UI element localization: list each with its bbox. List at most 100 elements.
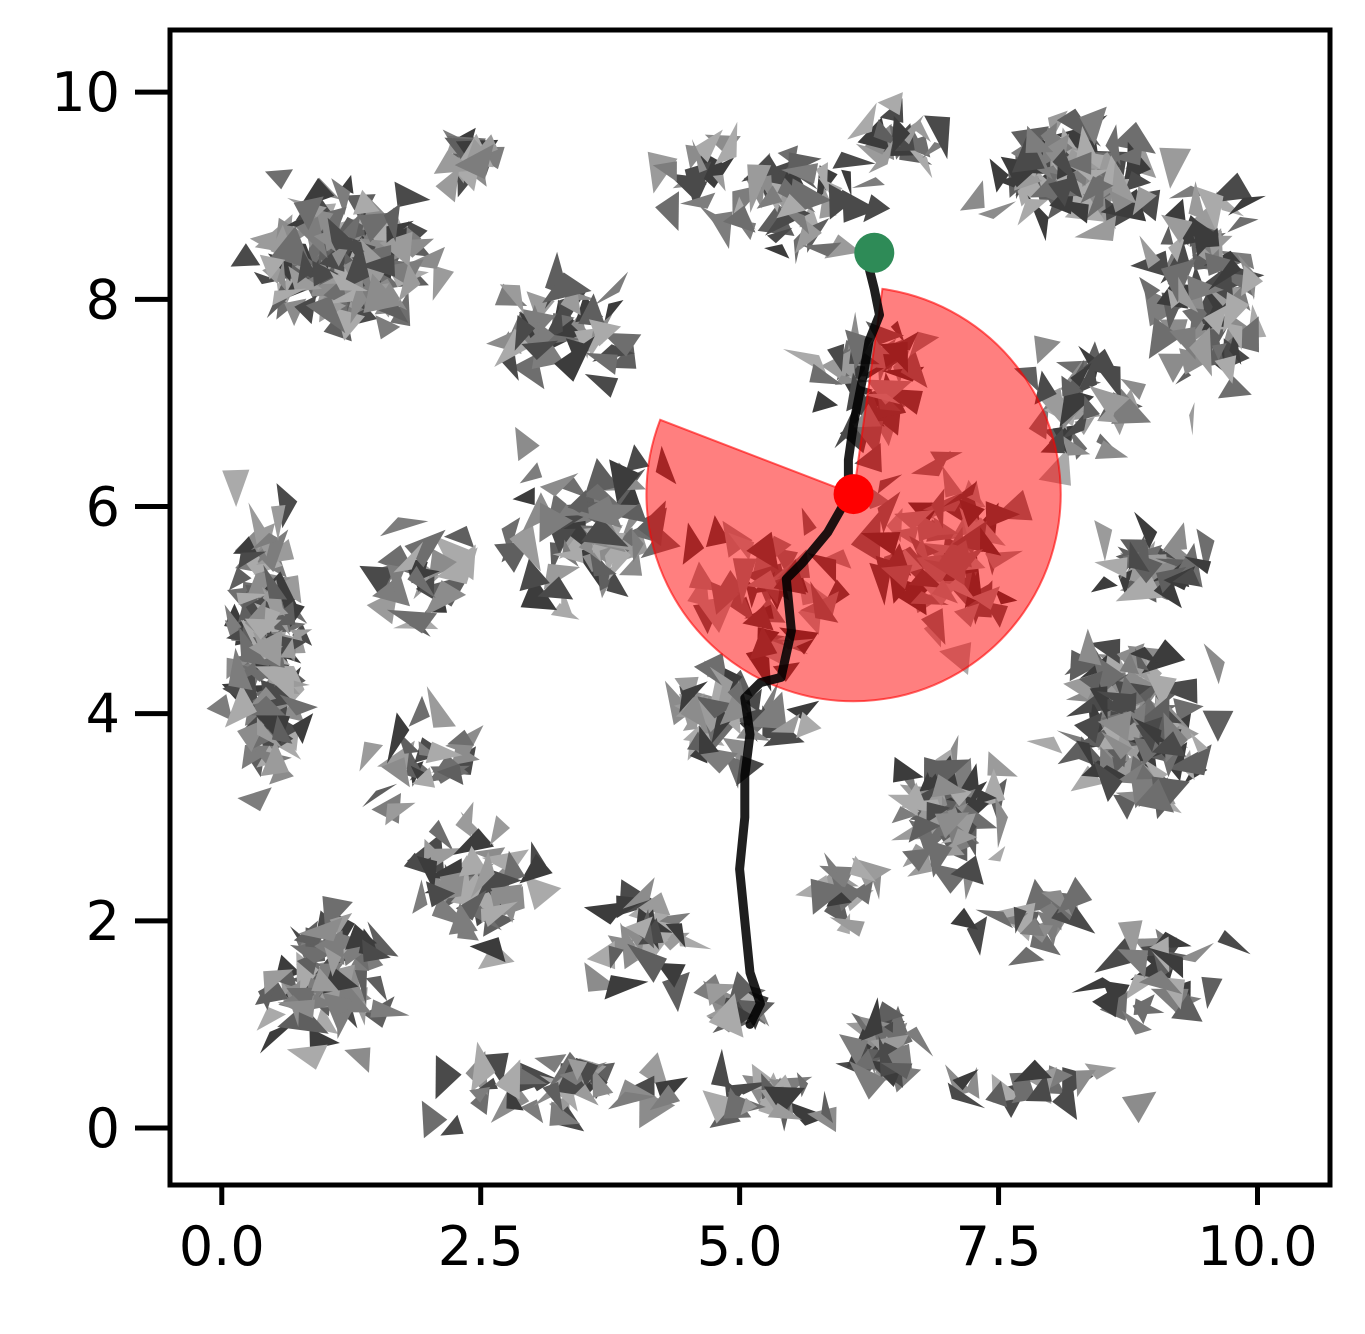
obstacle-triangle	[893, 756, 924, 783]
obstacle-triangle	[625, 916, 653, 939]
obstacle-triangle	[359, 254, 395, 277]
obstacle-triangle	[416, 855, 438, 892]
obstacle-triangle	[829, 917, 865, 937]
obstacle-triangle	[477, 1077, 498, 1090]
obstacle-triangle	[1229, 328, 1242, 365]
obstacle-triangle	[609, 459, 641, 503]
obstacle-triangle	[448, 902, 478, 935]
obstacle-triangle	[550, 528, 576, 553]
obstacle-triangle	[693, 129, 723, 163]
obstacle-triangle	[1173, 698, 1204, 721]
obstacle-triangle	[679, 681, 708, 713]
obstacle-triangle	[622, 877, 655, 909]
obstacle-triangle	[639, 1090, 676, 1129]
obstacle-triangle	[809, 363, 843, 385]
obstacle-triangle	[312, 260, 339, 287]
obstacle-triangle	[1013, 1059, 1052, 1083]
obstacle-triangle	[1214, 355, 1237, 384]
obstacle-triangle	[1129, 646, 1158, 664]
obstacle-triangle	[712, 174, 726, 192]
obstacle-triangle	[1097, 710, 1132, 742]
obstacle-triangle	[359, 741, 384, 772]
obstacle-triangle	[662, 971, 690, 1013]
obstacle-triangle	[249, 230, 277, 253]
y-tick-label: 6	[86, 476, 120, 539]
obstacle-triangle	[781, 163, 819, 184]
obstacle-triangle	[386, 609, 438, 634]
obstacle-triangle	[614, 476, 643, 514]
obstacle-triangle	[619, 553, 643, 576]
obstacle-triangle	[863, 194, 891, 223]
obstacle-triangle	[1222, 291, 1250, 333]
obstacle-triangle	[708, 993, 744, 1038]
obstacle-triangle	[362, 783, 398, 808]
obstacle-triangle	[627, 943, 667, 983]
obstacle-triangle	[975, 789, 997, 805]
obstacle-triangle	[767, 1103, 802, 1120]
obstacle-triangle	[576, 495, 622, 528]
obstacle-triangle	[1132, 186, 1157, 216]
obstacle-triangle	[255, 666, 295, 702]
obstacle-triangle	[989, 158, 1009, 193]
obstacle-triangle	[359, 565, 395, 598]
obstacle-triangle	[608, 1091, 656, 1110]
obstacle-triangle	[1026, 736, 1063, 754]
obstacle-triangle	[1081, 760, 1134, 781]
x-axis: 0.0 2.5 5.0 7.5 10.0	[179, 1185, 1318, 1278]
obstacle-triangle	[436, 763, 464, 785]
obstacle-triangle	[757, 202, 795, 236]
obstacle-triangle	[423, 838, 439, 862]
obstacle-triangle	[1119, 652, 1139, 675]
obstacle-triangle	[1034, 335, 1061, 364]
obstacle-triangle	[584, 374, 619, 398]
obstacle-triangle	[455, 801, 474, 837]
obstacle-triangle	[1241, 265, 1264, 297]
obstacle-triangle	[947, 1082, 986, 1109]
obstacle-triangle	[819, 865, 855, 889]
obstacle-triangle	[1079, 670, 1103, 693]
obstacle-triangle	[827, 343, 845, 372]
obstacle-triangle	[631, 528, 644, 563]
obstacle-triangle	[519, 853, 553, 884]
obstacle-triangle	[1093, 760, 1123, 802]
obstacle-triangle	[1128, 541, 1150, 572]
obstacle-triangle	[367, 921, 399, 957]
obstacle-triangle	[1094, 557, 1128, 579]
obstacle-triangle	[1084, 1063, 1117, 1080]
y-tick-label: 2	[86, 890, 120, 953]
obstacle-triangle	[777, 177, 816, 213]
obstacle-triangle	[440, 1114, 464, 1136]
obstacle-triangle	[902, 848, 933, 872]
obstacle-triangle	[1109, 190, 1134, 213]
obstacle-triangle	[1082, 348, 1121, 379]
obstacle-triangle	[802, 242, 842, 257]
obstacle-triangle	[1100, 155, 1126, 192]
obstacle-triangle	[786, 700, 820, 721]
obstacle-triangle	[1189, 327, 1212, 377]
obstacle-triangle	[297, 250, 315, 284]
obstacle-triangle	[1076, 740, 1095, 771]
x-tick-label: 7.5	[956, 1215, 1042, 1278]
obstacle-triangle	[1148, 317, 1182, 359]
obstacle-triangle	[404, 529, 446, 568]
obstacle-triangle	[975, 909, 1014, 929]
obstacle-triangle	[908, 815, 941, 843]
x-tick-label: 2.5	[438, 1215, 524, 1278]
obstacle-triangle	[260, 740, 290, 777]
obstacle-triangle	[763, 724, 805, 747]
obstacle-triangle	[265, 169, 293, 190]
obstacle-triangle	[699, 205, 730, 231]
obstacle-triangle	[256, 529, 289, 573]
obstacle-triangle	[501, 517, 521, 555]
obstacle-triangle	[794, 219, 822, 254]
obstacle-triangle	[585, 352, 618, 375]
obstacle-triangle	[1204, 252, 1242, 276]
obstacle-triangle	[1202, 710, 1234, 742]
obstacle-triangle	[248, 629, 283, 667]
obstacle-triangle	[513, 1068, 548, 1085]
obstacle-triangle	[906, 145, 933, 179]
obstacle-triangle	[542, 272, 592, 303]
obstacle-triangle	[839, 1034, 869, 1067]
obstacle-triangle	[250, 686, 277, 706]
obstacle-triangle	[542, 1081, 563, 1112]
